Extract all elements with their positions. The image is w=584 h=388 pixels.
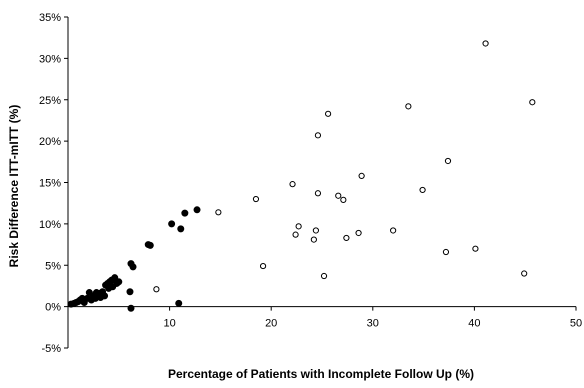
open-data-point bbox=[340, 196, 347, 203]
open-data-point bbox=[215, 209, 222, 216]
open-data-point bbox=[252, 195, 260, 203]
open-data-point bbox=[289, 181, 296, 188]
open-data-point bbox=[153, 286, 160, 293]
open-data-point bbox=[390, 227, 397, 234]
x-tick-label: 50 bbox=[570, 317, 582, 329]
open-data-point bbox=[292, 231, 299, 238]
y-tick-label: 20% bbox=[39, 136, 61, 148]
x-tick-label: 20 bbox=[265, 317, 277, 329]
open-data-point bbox=[419, 186, 426, 194]
open-data-point bbox=[355, 229, 362, 237]
filled-data-point bbox=[168, 220, 176, 228]
filled-data-point bbox=[181, 209, 189, 217]
x-axis-title: Percentage of Patients with Incomplete F… bbox=[168, 367, 474, 381]
filled-data-point bbox=[101, 292, 109, 300]
open-data-point bbox=[442, 248, 450, 256]
open-data-point bbox=[358, 172, 365, 179]
open-data-point bbox=[482, 40, 489, 47]
y-tick-label: -5% bbox=[41, 343, 61, 355]
open-data-point bbox=[405, 103, 412, 110]
y-tick-label: 5% bbox=[45, 260, 61, 272]
open-data-point bbox=[314, 132, 322, 139]
open-data-point bbox=[310, 236, 317, 243]
y-tick-label: 25% bbox=[39, 95, 61, 107]
filled-data-point bbox=[193, 206, 201, 214]
filled-data-point bbox=[129, 263, 137, 271]
open-data-point bbox=[259, 262, 267, 270]
x-tick-label: 40 bbox=[468, 317, 480, 329]
y-tick-label: 15% bbox=[39, 178, 61, 190]
filled-data-point bbox=[146, 241, 154, 249]
open-data-point bbox=[343, 234, 350, 242]
x-tick-label: 10 bbox=[163, 317, 175, 329]
open-data-point bbox=[335, 192, 342, 199]
open-data-point bbox=[444, 157, 452, 165]
y-tick-label: 30% bbox=[39, 53, 61, 65]
y-tick-label: 0% bbox=[45, 302, 61, 314]
y-tick-label: 10% bbox=[39, 219, 61, 231]
filled-data-point bbox=[127, 304, 135, 312]
filled-data-point bbox=[115, 278, 123, 286]
open-data-point bbox=[324, 110, 332, 117]
filled-data-point bbox=[177, 225, 185, 233]
x-tick-label: 30 bbox=[367, 317, 379, 329]
open-data-point bbox=[472, 245, 479, 252]
open-data-point bbox=[320, 272, 328, 280]
open-data-point bbox=[521, 270, 528, 277]
y-axis-title: Risk Difference ITT-mITT (%) bbox=[7, 105, 21, 268]
open-data-point bbox=[312, 227, 320, 234]
data-points bbox=[67, 40, 536, 312]
axes: -5% 0% 5% 10% 15% 20% 25% 30% 35% 10 20 30 40 50 bbox=[39, 12, 582, 355]
y-tick-label: 35% bbox=[39, 12, 61, 24]
filled-data-point bbox=[126, 288, 134, 296]
open-data-point bbox=[314, 190, 322, 197]
open-data-point bbox=[529, 99, 536, 106]
open-data-point bbox=[295, 223, 302, 230]
filled-data-point bbox=[175, 299, 183, 307]
